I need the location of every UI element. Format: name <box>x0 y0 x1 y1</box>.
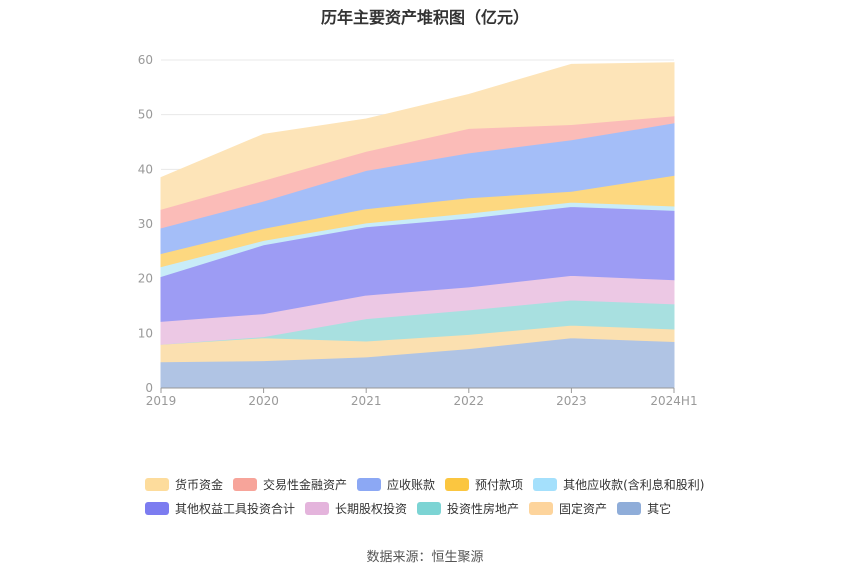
legend-swatch <box>417 501 442 515</box>
x-tick-label: 2023 <box>556 394 587 408</box>
y-tick-label: 30 <box>138 217 153 231</box>
legend-label: 固定资产 <box>559 501 608 516</box>
legend-item[interactable]: 投资性房地产 <box>417 500 519 517</box>
legend-swatch <box>233 477 258 491</box>
x-tick-label: 2019 <box>146 394 177 408</box>
legend-label: 其它 <box>647 501 672 516</box>
y-tick-label: 20 <box>138 272 153 286</box>
legend-label: 投资性房地产 <box>447 501 520 516</box>
legend-swatch <box>529 501 554 515</box>
legend-label: 其他权益工具投资合计 <box>175 501 296 516</box>
chart-title: 历年主要资产堆积图（亿元） <box>320 8 529 27</box>
x-tick-label: 2021 <box>351 394 382 408</box>
legend-swatch <box>533 477 558 491</box>
x-tick-label: 2024H1 <box>650 394 697 408</box>
legend-swatch <box>617 501 642 515</box>
legend-swatch <box>445 477 470 491</box>
legend-row: 货币资金 交易性金融资产 应收账款 预付款项 其他应收款(含利息和股利) <box>145 472 745 496</box>
legend-item[interactable]: 货币资金 <box>145 476 223 493</box>
legend-item[interactable]: 预付款项 <box>445 476 523 493</box>
y-tick-label: 50 <box>138 108 153 122</box>
x-tick-label: 2020 <box>248 394 279 408</box>
y-tick-label: 40 <box>138 162 153 176</box>
legend: 货币资金 交易性金融资产 应收账款 预付款项 其他应收款(含利息和股利) 其他权益工具投资… <box>145 472 745 520</box>
legend-item[interactable]: 应收账款 <box>357 476 435 493</box>
legend-swatch <box>145 501 169 515</box>
data-source: 数据来源：恒生聚源 <box>366 550 484 565</box>
y-tick-label: 60 <box>138 53 153 67</box>
legend-item[interactable]: 其他应收款(含利息和股利) <box>533 476 704 493</box>
legend-label: 预付款项 <box>475 477 524 492</box>
y-tick-label: 10 <box>138 326 153 340</box>
area-series <box>160 62 675 389</box>
area-series-9 <box>160 62 675 210</box>
legend-label: 应收账款 <box>387 477 436 492</box>
legend-swatch <box>305 501 330 515</box>
legend-item[interactable]: 其它 <box>617 500 671 517</box>
legend-swatch <box>357 477 382 491</box>
x-tick-label: 2022 <box>454 394 485 408</box>
legend-row: 其他权益工具投资合计 长期股权投资 投资性房地产 固定资产 其它 <box>145 496 745 520</box>
legend-label: 其他应收款(含利息和股利) <box>563 477 705 492</box>
legend-swatch <box>145 477 169 491</box>
legend-label: 长期股权投资 <box>335 501 408 516</box>
legend-item[interactable]: 长期股权投资 <box>305 500 407 517</box>
legend-item[interactable]: 交易性金融资产 <box>233 476 347 493</box>
legend-item[interactable]: 固定资产 <box>529 500 607 517</box>
legend-item[interactable]: 其他权益工具投资合计 <box>145 500 295 517</box>
y-tick-label: 0 <box>145 381 153 395</box>
legend-label: 货币资金 <box>175 477 224 492</box>
legend-label: 交易性金融资产 <box>263 477 348 492</box>
axes: 0 10 20 30 40 50 60 2019 2020 2021 2022 2023 2024H1 <box>138 53 698 408</box>
